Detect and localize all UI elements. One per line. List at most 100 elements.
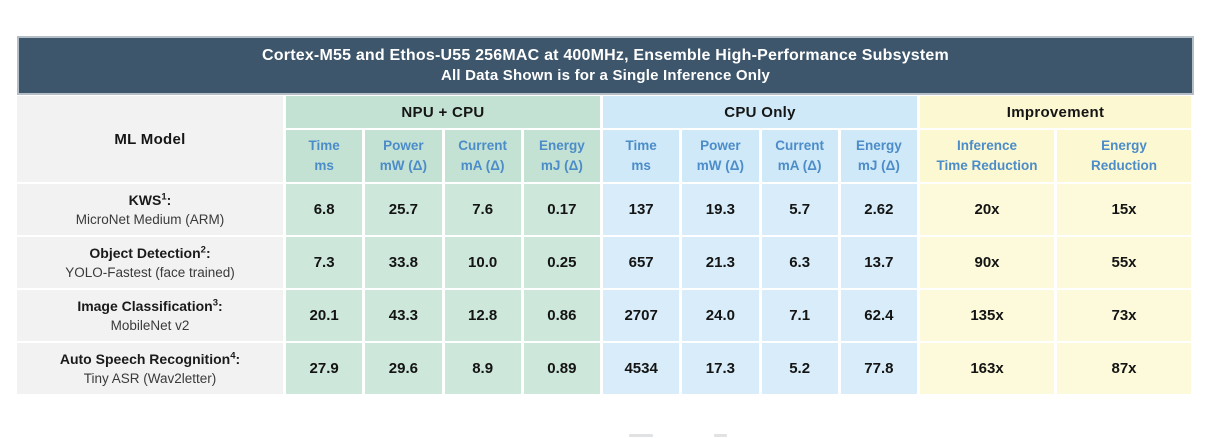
subheader-unit: Reduction — [1091, 158, 1157, 173]
data-cell-cpu-power: 19.3 — [682, 184, 759, 235]
data-cell-time-reduction: 90x — [920, 237, 1054, 288]
model-name: Auto Speech Recognition4: — [59, 350, 241, 368]
data-cell-cpu-time: 137 — [603, 184, 680, 235]
data-cell-cpu-time: 4534 — [603, 343, 680, 394]
data-cell-npu-power: 43.3 — [365, 290, 442, 341]
subheader-npu-power: Power mW (Δ) — [365, 130, 442, 182]
data-cell-npu-current: 7.6 — [444, 184, 521, 235]
data-cell-npu-energy: 0.17 — [523, 184, 600, 235]
subheader-label: Power — [383, 138, 424, 154]
data-cell-cpu-power: 24.0 — [682, 290, 759, 341]
subheader-npu-time: Time ms — [286, 130, 363, 182]
subheader-unit: ms — [314, 158, 334, 173]
subheader-unit: mW (Δ) — [696, 158, 744, 173]
subheader-label: Energy — [538, 138, 585, 154]
cropped-text-artifact — [714, 434, 727, 437]
subheader-unit: mJ (Δ) — [540, 158, 583, 173]
subheader-label: Current — [775, 138, 824, 154]
footnote-superscript: 4 — [230, 350, 236, 362]
data-cell-cpu-current: 5.7 — [761, 184, 838, 235]
data-cell-time-reduction: 135x — [920, 290, 1054, 341]
data-cell-energy-reduction: 55x — [1057, 237, 1191, 288]
sub-header-row: Time ms Power mW (Δ) Current mA (Δ) Energy m… — [17, 130, 1191, 182]
data-cell-npu-current: 12.8 — [444, 290, 521, 341]
subheader-unit: mW (Δ) — [379, 158, 427, 173]
subheader-cpu-current: Current mA (Δ) — [761, 130, 838, 182]
data-cell-cpu-current: 6.3 — [761, 237, 838, 288]
subheader-unit: mJ (Δ) — [857, 158, 900, 173]
subheader-cpu-energy: Energy mJ (Δ) — [840, 130, 917, 182]
subheader-cpu-power: Power mW (Δ) — [682, 130, 759, 182]
subheader-label: Energy — [855, 138, 902, 154]
group-header-npu-cpu: NPU + CPU — [286, 96, 600, 128]
data-cell-cpu-current: 5.2 — [761, 343, 838, 394]
data-cell-npu-energy: 0.25 — [523, 237, 600, 288]
data-cell-npu-time: 20.1 — [286, 290, 363, 341]
data-cell-npu-power: 33.8 — [365, 237, 442, 288]
data-cell-cpu-time: 2707 — [603, 290, 680, 341]
model-cell: Object Detection2: YOLO-Fastest (face tr… — [17, 237, 283, 288]
model-detail: Tiny ASR (Wav2letter) — [83, 370, 217, 386]
group-header-row: ML Model NPU + CPU CPU Only Improvement — [17, 96, 1191, 182]
subheader-label: Time — [625, 138, 657, 154]
data-cell-npu-current: 10.0 — [444, 237, 521, 288]
model-cell: Auto Speech Recognition4: Tiny ASR (Wav2… — [17, 343, 283, 394]
model-detail: YOLO-Fastest (face trained) — [65, 264, 235, 280]
table-title-line1: Cortex-M55 and Ethos-U55 256MAC at 400MH… — [262, 47, 949, 64]
data-cell-cpu-current: 7.1 — [761, 290, 838, 341]
subheader-label: Current — [458, 138, 507, 154]
data-cell-cpu-power: 21.3 — [682, 237, 759, 288]
model-name: KWS1: — [128, 191, 172, 209]
benchmark-table: ML Model NPU + CPU CPU Only Improvement … — [14, 94, 1194, 396]
data-cell-npu-power: 25.7 — [365, 184, 442, 235]
data-cell-npu-power: 29.6 — [365, 343, 442, 394]
subheader-energy-reduction: Energy Reduction — [1057, 130, 1191, 182]
table-row-kws: KWS1: MicroNet Medium (ARM) 6.8 25.7 7.6… — [17, 184, 1191, 235]
data-cell-cpu-energy: 13.7 — [840, 237, 917, 288]
subheader-npu-energy: Energy mJ (Δ) — [523, 130, 600, 182]
data-cell-time-reduction: 163x — [920, 343, 1054, 394]
data-cell-cpu-time: 657 — [603, 237, 680, 288]
data-cell-cpu-energy: 77.8 — [840, 343, 917, 394]
group-header-cpu-only: CPU Only — [603, 96, 917, 128]
subheader-label: Power — [700, 138, 741, 154]
group-header-improvement: Improvement — [920, 96, 1191, 128]
subheader-cpu-time: Time ms — [603, 130, 680, 182]
model-name: Object Detection2: — [89, 244, 211, 262]
data-cell-npu-current: 8.9 — [444, 343, 521, 394]
data-cell-npu-energy: 0.89 — [523, 343, 600, 394]
data-cell-time-reduction: 20x — [920, 184, 1054, 235]
data-cell-energy-reduction: 87x — [1057, 343, 1191, 394]
subheader-unit: mA (Δ) — [777, 158, 822, 173]
footnote-superscript: 2 — [200, 244, 206, 256]
data-cell-npu-time: 27.9 — [286, 343, 363, 394]
subheader-label: Energy — [1101, 138, 1147, 154]
data-cell-npu-time: 6.8 — [286, 184, 363, 235]
data-cell-cpu-energy: 2.62 — [840, 184, 917, 235]
model-cell: KWS1: MicroNet Medium (ARM) — [17, 184, 283, 235]
model-cell: Image Classification3: MobileNet v2 — [17, 290, 283, 341]
footnote-superscript: 1 — [161, 191, 167, 203]
footnote-superscript: 3 — [212, 297, 218, 309]
model-detail: MobileNet v2 — [110, 317, 190, 333]
cropped-text-artifact — [629, 434, 653, 437]
table-row-image-classification: Image Classification3: MobileNet v2 20.1… — [17, 290, 1191, 341]
subheader-label: Time — [308, 138, 340, 154]
data-cell-cpu-power: 17.3 — [682, 343, 759, 394]
table-title-bar: Cortex-M55 and Ethos-U55 256MAC at 400MH… — [17, 36, 1194, 95]
subheader-unit: ms — [631, 158, 651, 173]
data-cell-energy-reduction: 73x — [1057, 290, 1191, 341]
model-detail: MicroNet Medium (ARM) — [75, 211, 225, 227]
data-cell-energy-reduction: 15x — [1057, 184, 1191, 235]
subheader-unit: mA (Δ) — [460, 158, 505, 173]
subheader-npu-current: Current mA (Δ) — [444, 130, 521, 182]
table-row-object-detection: Object Detection2: YOLO-Fastest (face tr… — [17, 237, 1191, 288]
subheader-label: Inference — [956, 138, 1018, 154]
table-row-auto-speech-recognition: Auto Speech Recognition4: Tiny ASR (Wav2… — [17, 343, 1191, 394]
data-cell-cpu-energy: 62.4 — [840, 290, 917, 341]
ml-model-header: ML Model — [17, 96, 283, 182]
subheader-inference-time-reduction: Inference Time Reduction — [920, 130, 1054, 182]
subheader-unit: Time Reduction — [936, 158, 1038, 173]
table-title-line2: All Data Shown is for a Single Inference… — [440, 67, 771, 84]
